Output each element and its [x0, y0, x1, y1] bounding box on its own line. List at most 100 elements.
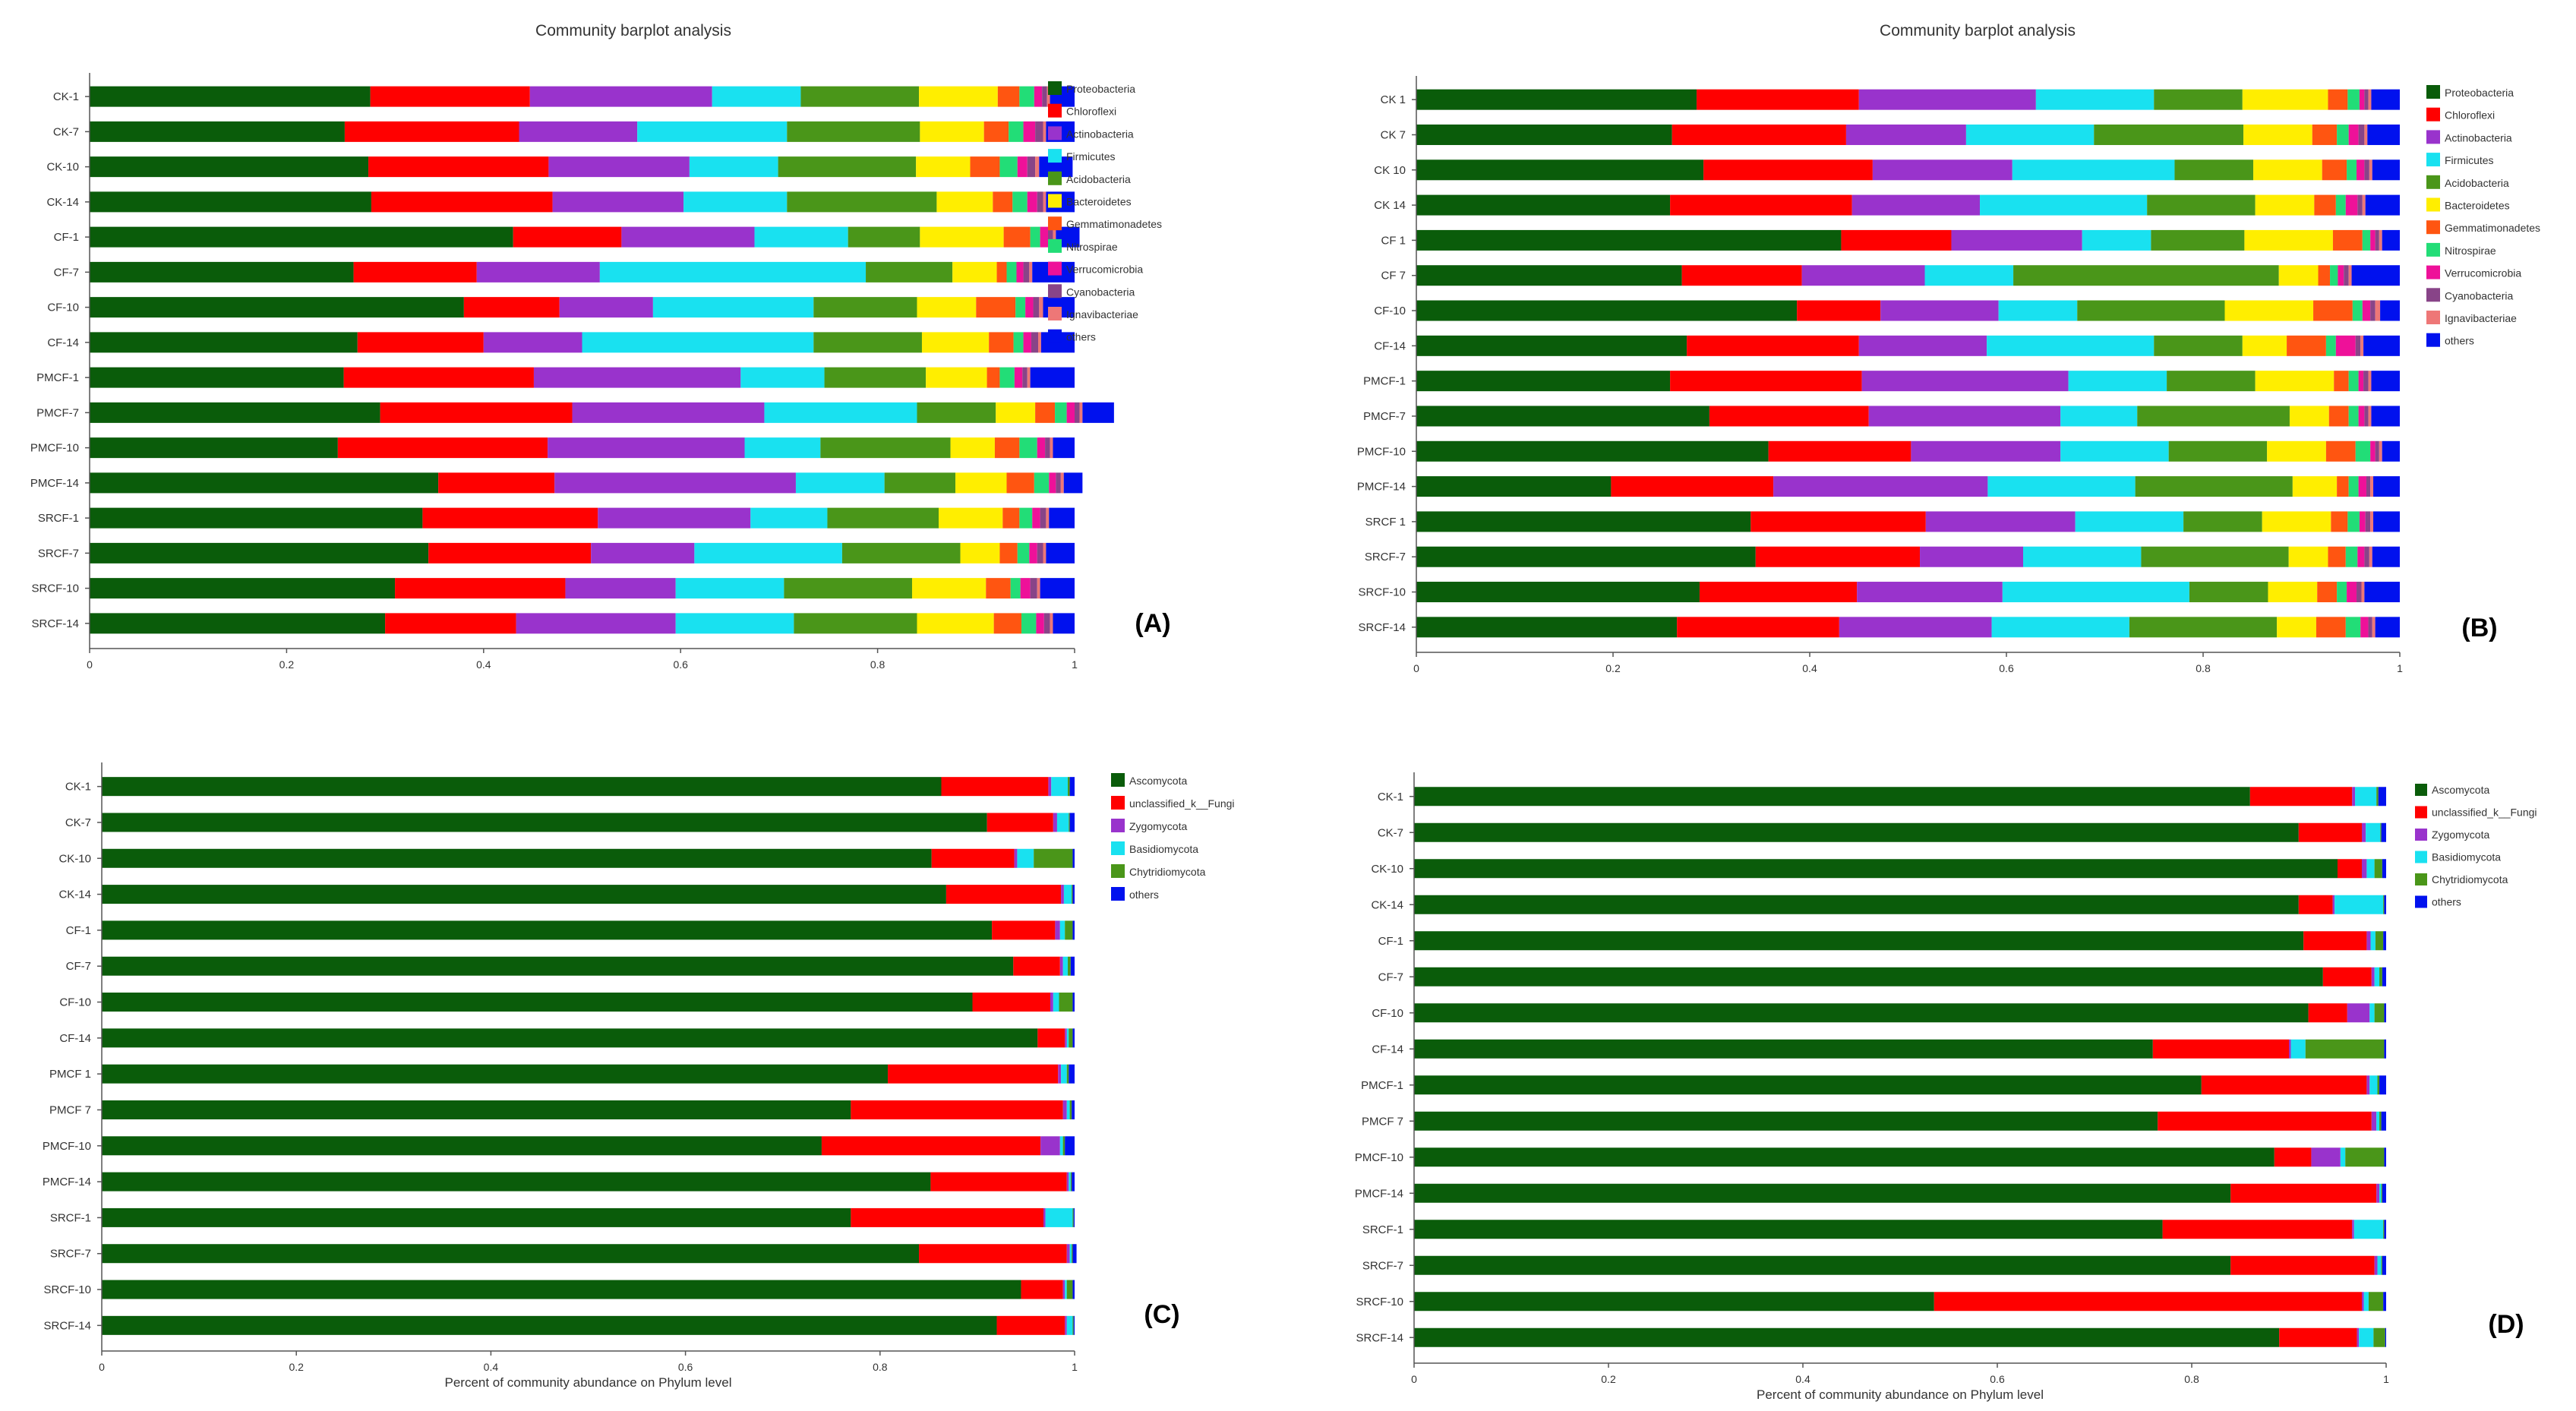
bar-segment [2379, 1075, 2386, 1095]
bar-segment [90, 578, 396, 599]
bar-segment [2375, 931, 2384, 951]
category-label: PMCF 1 [49, 1068, 91, 1081]
bar-segment [102, 1172, 931, 1192]
bar-segment [2314, 194, 2336, 216]
bar-segment [2308, 1003, 2347, 1023]
legend-label: Gemmatimonadetes [2445, 222, 2540, 234]
bar-segment [970, 156, 1000, 178]
bar-segment [2379, 440, 2382, 462]
bar-segment [2262, 511, 2331, 532]
bar-segment [1023, 261, 1030, 283]
legend-label: Ignavibacteriae [2445, 312, 2517, 324]
panel-3: CK-1 CK-7 CK-10 CK-14 CF-1 CF-7 CF-10 CF-14 PMCF… [1355, 772, 2537, 1402]
bar-segment [2373, 1327, 2385, 1347]
legend-swatch [1111, 841, 1125, 855]
bar-segment [2362, 229, 2371, 251]
legend-swatch [2426, 197, 2440, 212]
bar-segment [1069, 1064, 1075, 1084]
bar-segment [1699, 582, 1858, 603]
bar-segment [1022, 367, 1028, 388]
bar-segment [2374, 1255, 2378, 1275]
bar-segment [960, 542, 1000, 563]
bar-segment [2243, 124, 2312, 145]
category-label: PMCF 7 [49, 1103, 91, 1116]
x-tick-label: 1 [1072, 1361, 1078, 1373]
legend: Ascomycota unclassified_k__Fungi Zygomycot… [2415, 784, 2537, 908]
bar-segment [2379, 1111, 2382, 1131]
bar-segment [1019, 507, 1033, 529]
bar-segment [2344, 265, 2349, 286]
bar-segment [102, 1315, 997, 1335]
bar-segment [1065, 1136, 1075, 1156]
bar-segment [2382, 440, 2400, 462]
legend-swatch [1111, 887, 1125, 901]
bar-segment [2366, 1075, 2370, 1095]
bar-segment [1066, 1315, 1073, 1335]
bar-segment [1414, 1220, 2163, 1239]
bar-segment [2359, 511, 2366, 532]
bar-segment [917, 297, 977, 318]
bar-segment [1065, 920, 1073, 940]
bar-segment [820, 437, 951, 459]
bar-segment [2305, 1039, 2385, 1059]
category-label: CK 7 [1381, 128, 1406, 141]
bar-segment [1056, 472, 1061, 494]
legend-label: Bacteroidetes [1066, 196, 1132, 208]
bar-segment [2002, 582, 2189, 603]
bar-segment [1709, 406, 1869, 427]
legend-swatch [1111, 864, 1125, 878]
bar-segment [1047, 226, 1053, 248]
bar-segment [1670, 194, 1852, 216]
bar-segment [1987, 335, 2155, 356]
bar-segment [2368, 1292, 2384, 1312]
bar-segment [1053, 993, 1059, 1012]
bar-segment [1687, 335, 1859, 356]
legend-label: Firmicutes [1066, 150, 1116, 163]
bar-segment [1082, 402, 1114, 423]
bar-segment [2362, 859, 2367, 879]
legend-label: Zygomycota [2432, 829, 2489, 841]
bar-segment [1017, 848, 1034, 868]
bar-segment [2362, 194, 2366, 216]
bar-segment [2347, 582, 2357, 603]
bar-segment [2312, 124, 2338, 145]
bar-segment [917, 613, 994, 634]
bar-segment [90, 226, 513, 248]
bar-segment [1070, 1172, 1072, 1192]
bar-segment [2334, 895, 2384, 914]
bar-segment [90, 402, 380, 423]
bar-segment [102, 1136, 822, 1156]
bar-segment [2060, 406, 2138, 427]
bar-segment [1416, 440, 1769, 462]
legend-label: Chloroflexi [2445, 109, 2495, 122]
bar-segment [2183, 511, 2262, 532]
bar-segment [2375, 300, 2381, 321]
bar-segment [787, 191, 937, 213]
bar-segment [920, 226, 1004, 248]
bar-segment [993, 613, 1021, 634]
bar-segment [754, 226, 848, 248]
bar-segment [1872, 159, 2012, 181]
legend-label: Ascomycota [2432, 784, 2489, 796]
panel-1: Community barplot analysis CK 1 CK 7 CK 10 C… [1357, 22, 2540, 674]
bar-segment [1036, 613, 1044, 634]
category-label: SRCF-10 [1358, 586, 1406, 599]
legend-label: Chytridiomycota [2432, 873, 2508, 885]
bar-segment [1019, 86, 1034, 107]
bar-segment [1416, 476, 1612, 497]
bar-segment [1017, 542, 1030, 563]
bar-segment [2375, 440, 2379, 462]
bar-segment [2290, 1039, 2306, 1059]
bar-segment [337, 437, 548, 459]
bar-segment [1006, 261, 1017, 283]
category-label: SRCF-14 [1356, 1331, 1403, 1344]
bar-segment [1681, 265, 1802, 286]
bar-segment [1032, 507, 1040, 529]
legend-swatch [1048, 81, 1062, 95]
bar-segment [884, 472, 956, 494]
x-tick-label: 0.6 [673, 658, 688, 671]
bar-segment [90, 613, 386, 634]
x-tick-label: 0.8 [2196, 662, 2211, 674]
bar-segment [102, 1207, 851, 1227]
bar-segment [1672, 124, 1846, 145]
